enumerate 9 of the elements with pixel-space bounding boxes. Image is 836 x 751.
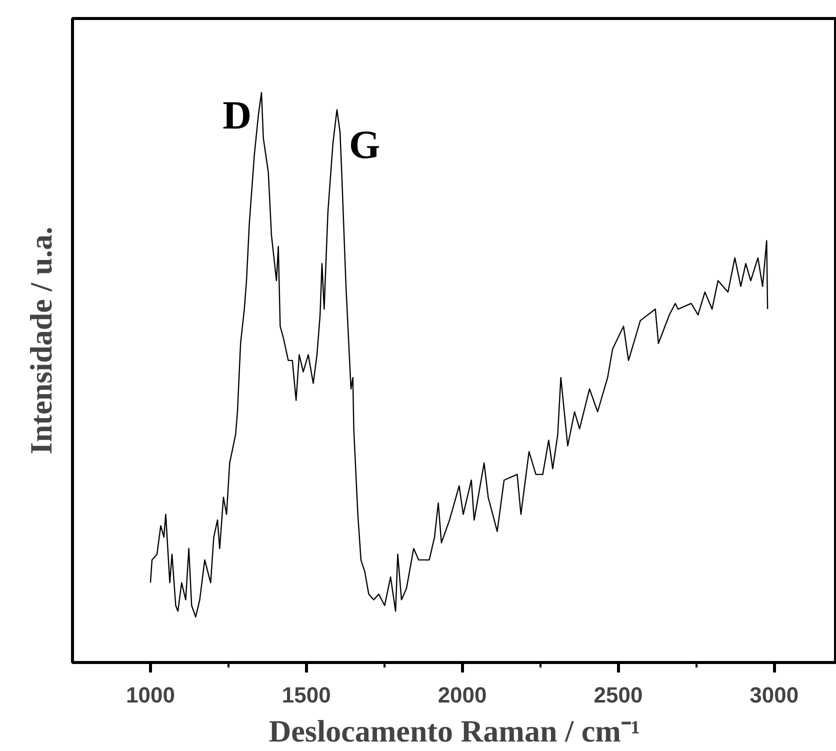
x-tick-label: 3000 bbox=[750, 682, 799, 708]
x-tick-label: 1000 bbox=[126, 682, 175, 708]
annotation: D bbox=[222, 92, 252, 138]
x-tick-label: 1500 bbox=[282, 682, 331, 708]
x-tick-label: 2500 bbox=[594, 682, 643, 708]
x-axis-title: Deslocamento Raman / cm⁻¹ bbox=[268, 714, 640, 748]
annotation: G bbox=[348, 122, 380, 168]
x-tick-label: 2000 bbox=[438, 682, 487, 708]
y-axis-title: Intensidade / u.a. bbox=[24, 226, 58, 454]
